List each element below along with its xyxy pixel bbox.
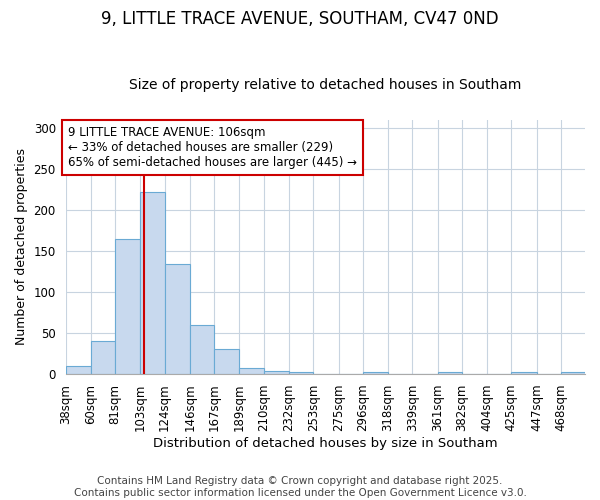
Bar — [561, 372, 585, 374]
Bar — [239, 368, 263, 374]
Bar — [164, 264, 190, 374]
Text: 9 LITTLE TRACE AVENUE: 106sqm
← 33% of detached houses are smaller (229)
65% of : 9 LITTLE TRACE AVENUE: 106sqm ← 33% of d… — [68, 126, 357, 169]
Bar — [115, 238, 140, 374]
Bar — [91, 342, 115, 374]
Bar — [511, 372, 536, 374]
Bar — [65, 366, 91, 374]
Text: 9, LITTLE TRACE AVENUE, SOUTHAM, CV47 0ND: 9, LITTLE TRACE AVENUE, SOUTHAM, CV47 0N… — [101, 10, 499, 28]
Bar — [140, 192, 164, 374]
Y-axis label: Number of detached properties: Number of detached properties — [15, 148, 28, 346]
Bar — [263, 371, 289, 374]
Bar — [214, 350, 239, 374]
Bar — [437, 372, 462, 374]
X-axis label: Distribution of detached houses by size in Southam: Distribution of detached houses by size … — [153, 437, 497, 450]
Bar — [362, 372, 388, 374]
Title: Size of property relative to detached houses in Southam: Size of property relative to detached ho… — [129, 78, 521, 92]
Text: Contains HM Land Registry data © Crown copyright and database right 2025.
Contai: Contains HM Land Registry data © Crown c… — [74, 476, 526, 498]
Bar — [289, 372, 313, 374]
Bar — [190, 325, 214, 374]
